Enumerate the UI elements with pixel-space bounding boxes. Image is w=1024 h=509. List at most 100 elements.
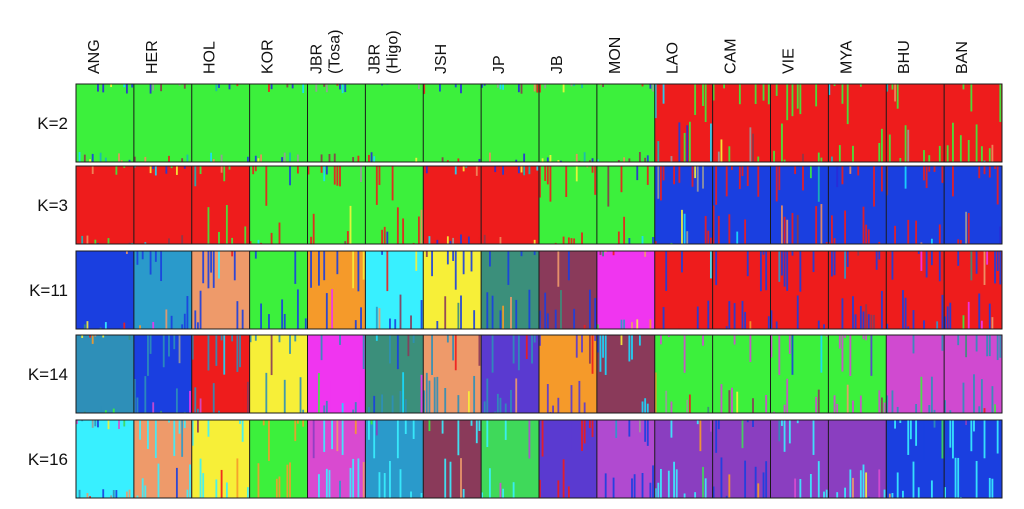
population-bar	[654, 335, 713, 413]
individual-admixture	[886, 84, 889, 92]
individual-admixture	[181, 235, 184, 244]
individual-admixture	[573, 308, 576, 329]
individual-admixture	[991, 317, 994, 329]
individual-admixture	[181, 158, 184, 162]
individual-admixture	[983, 420, 986, 459]
population-bar	[191, 84, 250, 162]
individual-admixture	[959, 240, 962, 244]
individual-admixture	[249, 84, 252, 93]
individual-admixture	[809, 473, 812, 498]
individual-admixture	[691, 166, 694, 187]
individual-admixture	[339, 166, 341, 187]
individual-admixture	[636, 166, 639, 181]
population-bar	[654, 420, 713, 498]
individual-admixture	[652, 84, 654, 92]
individual-admixture	[152, 402, 155, 413]
individual-admixture	[125, 84, 128, 94]
individual-admixture	[478, 420, 481, 431]
individual-admixture	[268, 314, 270, 329]
individual-admixture	[959, 135, 962, 162]
individual-admixture	[362, 251, 365, 280]
individual-admixture	[986, 251, 989, 265]
individual-admixture	[260, 154, 262, 162]
individual-admixture	[539, 84, 541, 93]
individual-admixture	[657, 141, 660, 162]
individual-admixture	[354, 236, 357, 244]
individual-admixture	[562, 84, 565, 93]
k-label: K=11	[29, 281, 68, 300]
individual-admixture	[478, 236, 481, 244]
individual-admixture	[975, 335, 978, 352]
individual-admixture	[102, 335, 105, 338]
individual-admixture	[704, 215, 707, 244]
individual-admixture	[483, 84, 486, 86]
individual-admixture	[775, 84, 778, 96]
individual-admixture	[654, 84, 657, 119]
individual-admixture	[375, 335, 378, 341]
individual-admixture	[933, 166, 936, 172]
individual-admixture	[820, 157, 823, 162]
individual-admixture	[539, 335, 541, 346]
individual-admixture	[99, 327, 102, 329]
individual-admixture	[89, 335, 91, 338]
individual-admixture	[520, 166, 523, 173]
individual-admixture	[520, 84, 523, 94]
individual-admixture	[631, 322, 633, 329]
individual-admixture	[783, 159, 786, 162]
individual-admixture	[368, 154, 370, 162]
individual-admixture	[654, 372, 657, 413]
individual-admixture	[578, 160, 581, 162]
individual-admixture	[546, 157, 549, 162]
individual-admixture	[570, 385, 573, 413]
individual-admixture	[246, 381, 249, 413]
individual-admixture	[415, 251, 418, 271]
individual-admixture	[425, 372, 428, 413]
individual-admixture	[386, 231, 389, 244]
individual-admixture	[920, 242, 923, 244]
individual-admixture	[728, 390, 731, 413]
individual-admixture	[720, 457, 723, 498]
individual-admixture	[983, 166, 986, 175]
individual-admixture	[933, 420, 936, 428]
individual-admixture	[278, 222, 281, 244]
individual-admixture	[539, 166, 541, 198]
individual-admixture	[899, 157, 902, 162]
individual-admixture	[241, 389, 244, 413]
individual-admixture	[128, 159, 131, 162]
individual-admixture	[678, 122, 681, 162]
individual-admixture	[915, 404, 918, 413]
individual-admixture	[980, 379, 983, 413]
population-bar	[76, 84, 134, 162]
individual-admixture	[844, 251, 846, 279]
individual-admixture	[83, 324, 86, 329]
individual-admixture	[623, 216, 626, 244]
individual-admixture	[186, 154, 189, 162]
individual-admixture	[565, 166, 568, 197]
individual-admixture	[433, 377, 436, 413]
individual-admixture	[378, 308, 381, 329]
individual-admixture	[412, 335, 415, 344]
individual-admixture	[583, 324, 586, 329]
individual-admixture	[354, 402, 357, 413]
individual-admixture	[770, 335, 773, 358]
individual-admixture	[94, 239, 97, 244]
individual-admixture	[257, 158, 260, 162]
individual-admixture	[120, 325, 123, 329]
individual-admixture	[325, 293, 328, 329]
individual-admixture	[233, 84, 236, 91]
individual-admixture	[183, 420, 186, 429]
individual-admixture	[741, 420, 744, 449]
individual-admixture	[76, 420, 78, 425]
individual-admixture	[702, 166, 704, 189]
individual-admixture	[654, 241, 657, 244]
individual-admixture	[757, 166, 760, 197]
individual-admixture	[336, 251, 339, 275]
individual-admixture	[154, 420, 157, 458]
individual-admixture	[362, 462, 365, 498]
individual-admixture	[833, 251, 836, 276]
individual-admixture	[686, 231, 689, 244]
individual-admixture	[302, 84, 305, 94]
individual-admixture	[417, 216, 420, 244]
individual-admixture	[859, 305, 862, 329]
individual-admixture	[820, 335, 823, 373]
